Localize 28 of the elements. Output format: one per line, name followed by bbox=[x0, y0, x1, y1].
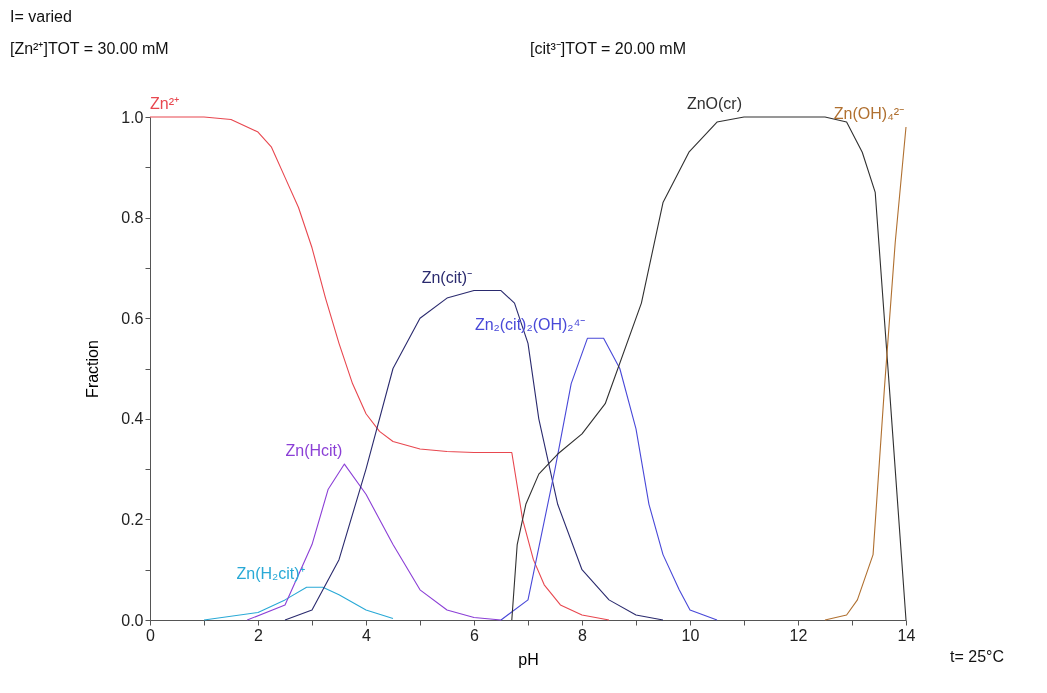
x-tick-label: 8 bbox=[578, 626, 588, 644]
y-tick-label: 0.4 bbox=[121, 410, 144, 428]
x-axis-title: pH bbox=[518, 650, 539, 668]
x-tick-label: 0 bbox=[146, 626, 156, 644]
line-series bbox=[824, 126, 907, 621]
y-tick-label: 0.6 bbox=[121, 309, 144, 327]
x-tick-label: 10 bbox=[681, 626, 700, 644]
y-axis-title: Fraction bbox=[84, 340, 102, 398]
series-label: Zn(OH)₄²⁻ bbox=[833, 105, 904, 123]
line-series bbox=[500, 337, 718, 621]
series-label: Zn(cit)⁻ bbox=[421, 268, 472, 286]
y-tick-label: 0.0 bbox=[121, 611, 144, 629]
x-tick-label: 6 bbox=[470, 626, 480, 644]
x-tick-label: 2 bbox=[254, 626, 264, 644]
x-tick-label: 12 bbox=[789, 626, 808, 644]
y-tick-label: 0.2 bbox=[121, 510, 144, 528]
series-label: Zn²⁺ bbox=[150, 95, 179, 112]
line-series bbox=[203, 586, 394, 621]
x-tick-label: 4 bbox=[362, 626, 372, 644]
y-tick-label: 0.8 bbox=[121, 209, 144, 227]
series-label: ZnO(cr) bbox=[686, 95, 742, 112]
series-label: Zn(Hcit) bbox=[285, 442, 343, 460]
y-tick-label: 1.0 bbox=[121, 108, 144, 126]
text: I= varied bbox=[10, 8, 72, 25]
text: [Zn²⁺]TOT = 30.00 mM bbox=[10, 40, 169, 57]
text: [cit³⁻]TOT = 20.00 mM bbox=[530, 40, 687, 57]
x-tick-label: 14 bbox=[897, 626, 916, 644]
text: t= 25°C bbox=[950, 648, 1004, 665]
